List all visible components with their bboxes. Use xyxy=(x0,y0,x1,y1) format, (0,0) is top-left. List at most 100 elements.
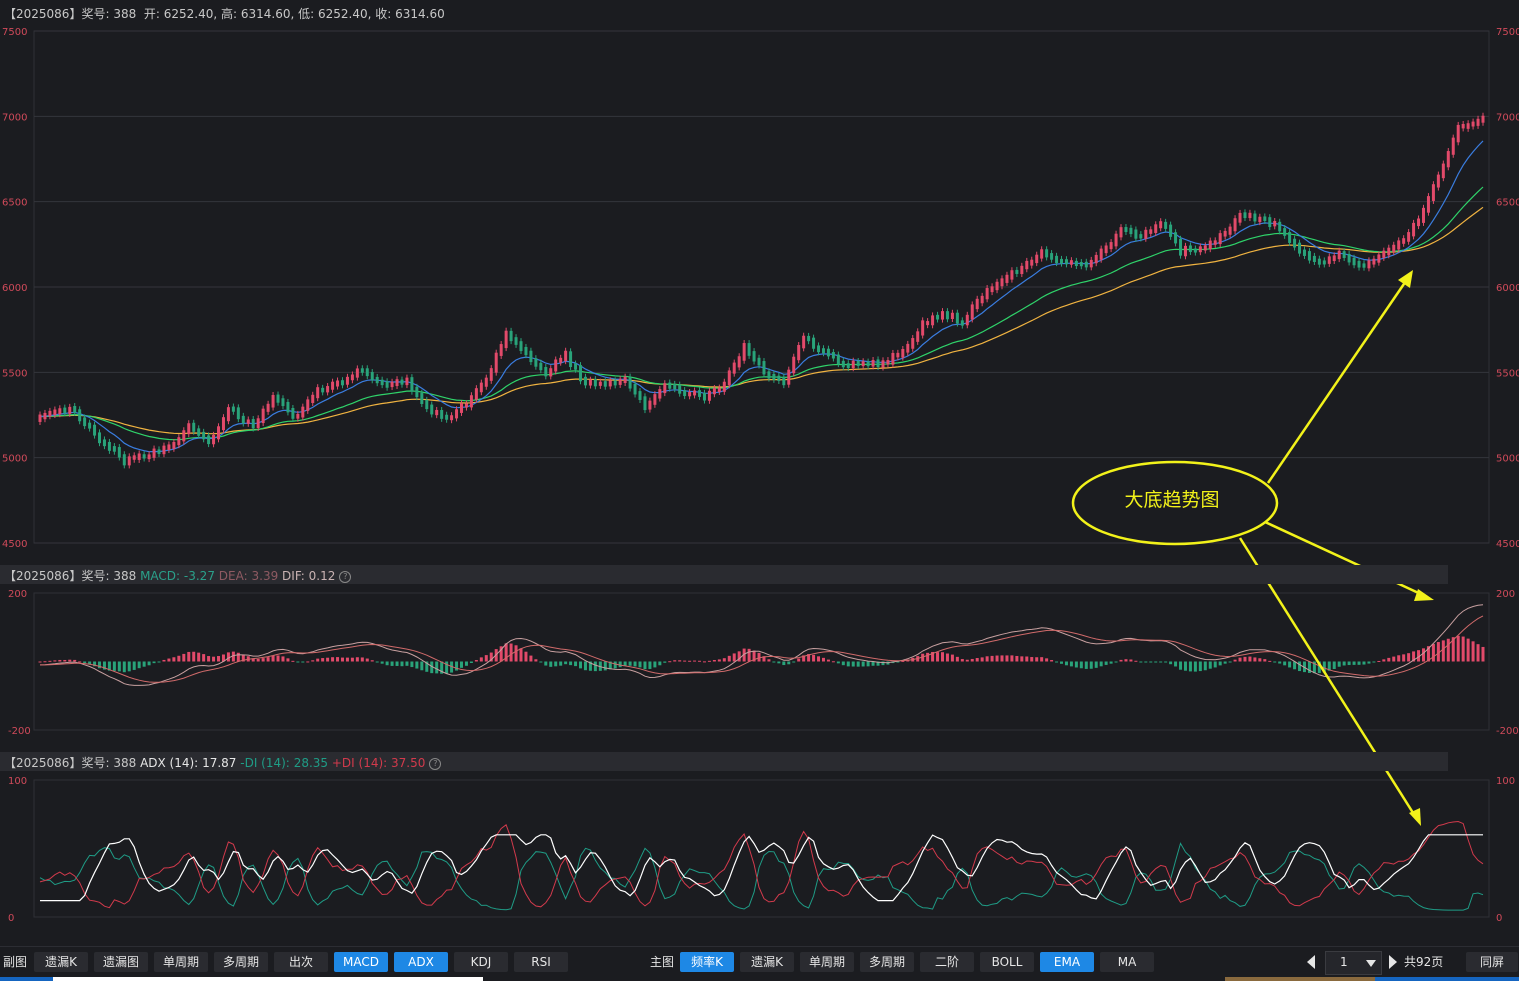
main-chart-button-2[interactable]: 单周期 xyxy=(800,952,854,972)
page-prev-button[interactable] xyxy=(1307,955,1315,969)
adx-ytick-right: 0 xyxy=(1496,913,1502,924)
sub-chart-button-7[interactable]: KDJ xyxy=(454,952,508,972)
dif-value: 0.12 xyxy=(308,569,336,583)
candle-body xyxy=(1010,270,1014,280)
adx-header: 【2025086】奖号: 388 ADX (14): 17.87 -DI (14… xyxy=(4,755,442,771)
sub-chart-button-3[interactable]: 多周期 xyxy=(214,952,268,972)
candle-body xyxy=(1198,246,1202,253)
macd-histogram-bar xyxy=(717,659,721,662)
period-label: 【2025086】 xyxy=(4,569,82,583)
candle-body xyxy=(574,363,578,370)
candle-body xyxy=(1060,258,1064,264)
candle-body xyxy=(846,363,850,369)
main-chart-button-3[interactable]: 多周期 xyxy=(860,952,914,972)
candle-body xyxy=(618,378,622,385)
macd-histogram-bar xyxy=(1392,656,1396,662)
main-ytick-right: 4500 xyxy=(1496,539,1519,550)
candle-body xyxy=(1288,232,1292,243)
candle-body xyxy=(345,376,349,385)
macd-histogram-bar xyxy=(826,659,830,662)
main-chart-button-5[interactable]: BOLL xyxy=(980,952,1034,972)
macd-histogram-bar xyxy=(707,660,711,662)
candle-body xyxy=(1084,261,1088,268)
candle-body xyxy=(1357,260,1361,268)
candle-body xyxy=(1139,234,1143,239)
macd-histogram-bar xyxy=(459,661,463,668)
sub-chart-button-1[interactable]: 遗漏图 xyxy=(94,952,148,972)
pdi-label: +DI (14): xyxy=(331,756,388,770)
sub-chart-button-2[interactable]: 单周期 xyxy=(154,952,208,972)
sub-chart-button-4[interactable]: 出次 xyxy=(274,952,328,972)
candle-body xyxy=(519,341,523,352)
candle-body xyxy=(236,407,240,420)
main-chart-button-0[interactable]: 频率K xyxy=(680,952,734,972)
sub-chart-button-0[interactable]: 遗漏K xyxy=(34,952,88,972)
macd-histogram-bar xyxy=(1159,661,1163,663)
macd-histogram-bar xyxy=(484,655,488,662)
macd-histogram-bar xyxy=(68,659,72,662)
arrow-head-adx xyxy=(1409,808,1421,826)
page-select[interactable]: 1 xyxy=(1325,951,1382,975)
candle-body xyxy=(1302,249,1306,256)
mdi-label: -DI (14): xyxy=(240,756,290,770)
adx-chart[interactable]: 100 100 0 0 xyxy=(8,776,1515,924)
candle-body xyxy=(1089,259,1093,268)
macd-histogram-bar xyxy=(217,656,221,662)
main-chart-button-6[interactable]: EMA xyxy=(1040,952,1094,972)
main-chart-button-7[interactable]: MA xyxy=(1100,952,1154,972)
chevron-down-icon xyxy=(1366,960,1376,967)
candle-body xyxy=(147,454,151,460)
macd-histogram-bar xyxy=(539,661,543,663)
candle-body xyxy=(370,372,374,381)
macd-histogram-bar xyxy=(400,661,404,667)
help-icon[interactable]: ? xyxy=(429,757,442,770)
candle-body xyxy=(559,357,563,363)
macd-histogram-bar xyxy=(524,651,528,662)
macd-histogram-bar xyxy=(1268,660,1272,662)
main-chart-button-1[interactable]: 遗漏K xyxy=(740,952,794,972)
sub-chart-button-5[interactable]: MACD xyxy=(334,952,388,972)
candle-body xyxy=(965,314,969,326)
candle-body xyxy=(1094,254,1098,264)
candle-body xyxy=(246,419,250,424)
candle-body xyxy=(385,381,389,388)
macd-histogram-bar xyxy=(1183,661,1187,671)
adx-ytick-left: 0 xyxy=(8,913,14,924)
annotation-ellipse xyxy=(1071,460,1279,546)
arrow-head-price xyxy=(1398,270,1413,288)
macd-histogram-bar xyxy=(127,661,131,672)
macd-histogram-bar xyxy=(410,661,414,668)
candle-body xyxy=(931,315,935,326)
main-chart-button-4[interactable]: 二阶 xyxy=(920,952,974,972)
candle-body xyxy=(1074,260,1078,267)
candle-body xyxy=(281,398,285,407)
candle-body xyxy=(484,377,488,387)
macd-histogram-bar xyxy=(1293,661,1297,670)
sub-chart-button-6[interactable]: ADX xyxy=(394,952,448,972)
candle-body xyxy=(653,394,657,405)
candle-body xyxy=(360,368,364,373)
main-ytick-right: 6000 xyxy=(1496,283,1519,294)
macd-histogram-bar xyxy=(1164,661,1168,663)
page-next-button[interactable] xyxy=(1389,955,1397,969)
macd-histogram-bar xyxy=(271,655,275,662)
macd-histogram-bar xyxy=(1332,661,1336,670)
macd-histogram-bar xyxy=(985,656,989,662)
help-icon[interactable]: ? xyxy=(339,570,352,583)
macd-histogram-bar xyxy=(137,661,141,669)
candle-body xyxy=(172,441,176,449)
macd-chart[interactable]: 200 200 -200 -200 xyxy=(8,589,1519,737)
macd-histogram-bar xyxy=(340,657,344,662)
sub-chart-button-8[interactable]: RSI xyxy=(514,952,568,972)
macd-histogram-bar xyxy=(569,661,573,666)
fullscreen-button[interactable]: 同屏 xyxy=(1466,952,1518,972)
candle-body xyxy=(479,382,483,393)
macd-ytick-right: 200 xyxy=(1496,589,1515,600)
main-candle-chart[interactable]: 7500 7500 7000 7000 6500 6500 6000 6000 5500 5500… xyxy=(2,27,1519,550)
candle-body xyxy=(1446,151,1450,168)
macd-histogram-bar xyxy=(1114,661,1118,663)
candle-body xyxy=(579,365,583,382)
macd-histogram-bar xyxy=(965,659,969,662)
macd-histogram-bar xyxy=(43,661,47,663)
